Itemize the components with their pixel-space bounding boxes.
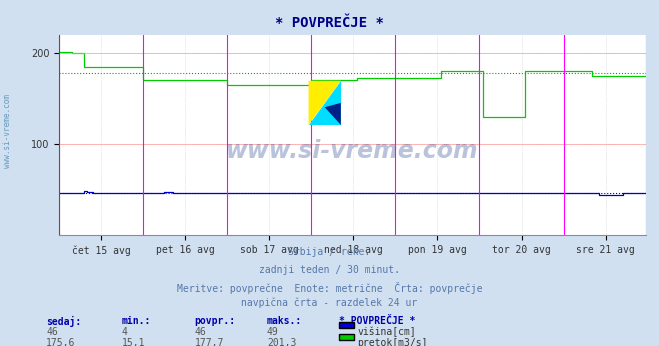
Text: * POVPREČJE *: * POVPREČJE * xyxy=(275,16,384,29)
Text: www.si-vreme.com: www.si-vreme.com xyxy=(226,139,479,163)
Text: povpr.:: povpr.: xyxy=(194,316,235,326)
Text: 46: 46 xyxy=(46,327,58,337)
Text: 175,6: 175,6 xyxy=(46,338,76,346)
Polygon shape xyxy=(308,81,341,125)
Text: Meritve: povprečne  Enote: metrične  Črta: povprečje: Meritve: povprečne Enote: metrične Črta:… xyxy=(177,282,482,294)
Text: navpična črta - razdelek 24 ur: navpična črta - razdelek 24 ur xyxy=(241,298,418,308)
Text: 49: 49 xyxy=(267,327,279,337)
Text: maks.:: maks.: xyxy=(267,316,302,326)
Text: zadnji teden / 30 minut.: zadnji teden / 30 minut. xyxy=(259,265,400,275)
Text: 46: 46 xyxy=(194,327,206,337)
Text: višina[cm]: višina[cm] xyxy=(357,327,416,337)
Text: Srbija / reke.: Srbija / reke. xyxy=(289,247,370,257)
Text: 177,7: 177,7 xyxy=(194,338,224,346)
Text: 15,1: 15,1 xyxy=(122,338,146,346)
Polygon shape xyxy=(325,103,341,125)
Text: * POVPREČJE *: * POVPREČJE * xyxy=(339,316,416,326)
Text: www.si-vreme.com: www.si-vreme.com xyxy=(3,94,13,169)
Polygon shape xyxy=(308,81,341,125)
Text: 4: 4 xyxy=(122,327,128,337)
Text: pretok[m3/s]: pretok[m3/s] xyxy=(357,338,428,346)
Text: sedaj:: sedaj: xyxy=(46,316,81,327)
Text: 201,3: 201,3 xyxy=(267,338,297,346)
Text: min.:: min.: xyxy=(122,316,152,326)
